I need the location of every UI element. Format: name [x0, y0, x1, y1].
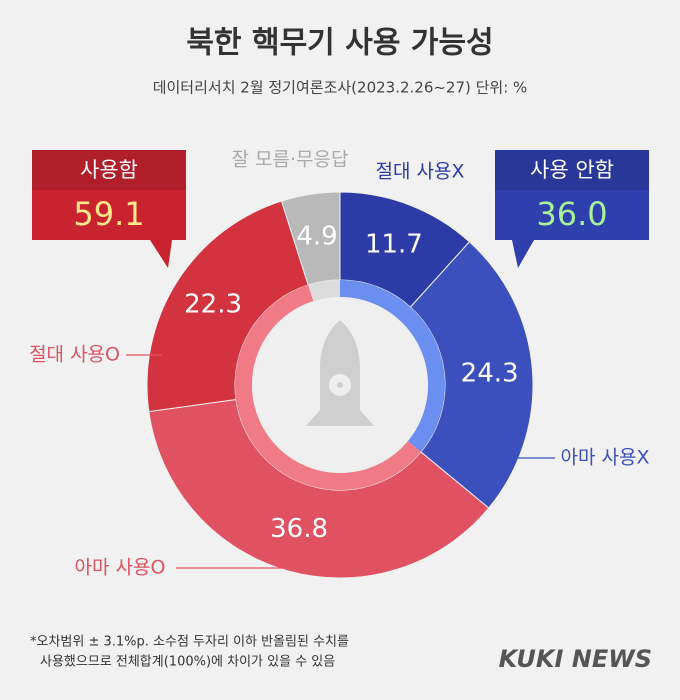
callout-pointer — [512, 240, 534, 268]
callouts: 사용함 59.1 사용 안함 36.0 — [32, 150, 649, 268]
callout-value: 59.1 — [73, 195, 144, 233]
segment-value-label: 4.9 — [296, 221, 337, 251]
leader-line — [176, 548, 321, 569]
footnote-line: *오차범위 ± 3.1%p. 소수점 두자리 이하 반올림된 수치를 — [30, 635, 349, 650]
chart-subtitle: 데이터리서치 2월 정기여론조사(2023.2.26~27) 단위: % — [153, 79, 528, 97]
donut: 11.7 절대 사용X 24.3 아마 사용X 36.8 아마 사용O 22.3 절대 사용O… — [29, 149, 649, 579]
segment-name-label: 아마 사용O — [75, 557, 166, 579]
callout-box — [495, 150, 649, 240]
inner-ring-segment — [308, 280, 340, 302]
inner-ring-segment — [340, 280, 445, 452]
source-logo: KUKI NEWS — [499, 645, 652, 673]
callout-box — [32, 150, 186, 240]
footnote-line: 사용했으므로 전체합계(100%)에 차이가 있을 수 있음 — [40, 654, 335, 670]
callout-header — [495, 150, 649, 190]
segment-value-label: 36.8 — [270, 514, 328, 544]
inner-ring-segment — [235, 284, 421, 491]
missile-icon — [306, 320, 374, 426]
callout-value: 36.0 — [536, 195, 607, 233]
segment-name-label: 잘 모름·무응답 — [232, 149, 349, 171]
segment-value-label: 22.3 — [184, 290, 242, 320]
callout-title: 사용 안함 — [530, 158, 614, 182]
segment-value-label: 11.7 — [365, 230, 423, 260]
chart-title: 북한 핵무기 사용 가능성 — [186, 26, 493, 61]
callout-pointer — [150, 240, 172, 268]
segment-name-label: 절대 사용O — [29, 344, 120, 366]
callout-header — [32, 150, 186, 190]
segment-name-label: 절대 사용X — [376, 161, 465, 183]
segment-name-label: 아마 사용X — [561, 447, 650, 469]
callout-title: 사용함 — [80, 158, 138, 182]
segment-value-label: 24.3 — [461, 359, 519, 389]
